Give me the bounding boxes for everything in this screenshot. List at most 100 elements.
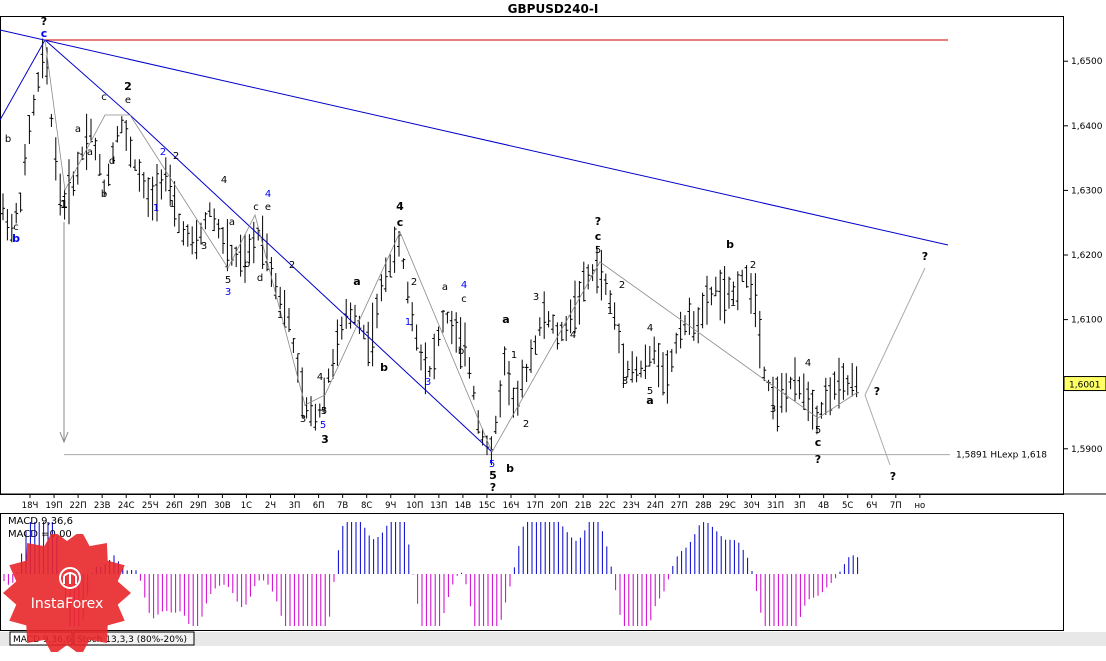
ohlc-bar	[850, 363, 855, 397]
ohlc-bar	[727, 276, 731, 309]
wave-label: c	[13, 222, 19, 233]
chart-title: GBPUSD240-I	[508, 2, 599, 16]
logo-text: InstaForex	[30, 596, 104, 612]
ohlc-bar	[102, 179, 107, 197]
ohlc-bar	[744, 265, 749, 288]
ohlc-bar	[709, 286, 714, 306]
ohlc-bar	[18, 192, 23, 213]
time-tick-label: 30В	[214, 501, 231, 511]
ohlc-bar	[542, 291, 547, 339]
ohlc-bar	[683, 315, 687, 336]
time-tick-label: но	[914, 501, 925, 511]
ohlc-bar	[203, 212, 208, 230]
ohlc-bar	[23, 143, 27, 176]
price-tick-label: 1,6400	[1071, 122, 1103, 132]
ohlc-bar	[467, 357, 472, 379]
ohlc-bar	[823, 377, 828, 415]
ohlc-bar	[423, 342, 428, 395]
wave-label: b	[12, 232, 20, 245]
wave-label: c	[41, 27, 48, 40]
ohlc-bar	[722, 266, 727, 324]
ohlc-bar	[511, 387, 516, 418]
ohlc-bar	[449, 310, 454, 345]
ohlc-bar	[27, 115, 32, 145]
ohlc-bar	[713, 276, 718, 297]
wave-label: 2	[289, 260, 295, 271]
ohlc-bar	[190, 226, 195, 255]
time-tick-label: 23В	[94, 501, 111, 511]
time-tick-label: 7П	[890, 501, 902, 511]
upper-channel-line	[0, 39, 46, 121]
wave-label: ?	[490, 481, 496, 494]
ohlc-bar	[533, 335, 538, 355]
ohlc-bar	[375, 293, 379, 329]
wave-label: 2	[160, 147, 166, 158]
ohlc-bar	[691, 311, 696, 341]
ohlc-bar	[551, 314, 555, 334]
ohlc-bar	[119, 116, 124, 134]
wave-label: 3	[770, 404, 776, 415]
wave-label: 5	[489, 469, 497, 482]
ohlc-bar	[771, 376, 775, 420]
ohlc-bar	[5, 209, 10, 241]
time-tick-label: 1С	[241, 501, 252, 511]
time-tick-label: 2Ч	[265, 501, 276, 511]
time-tick-label: 13П	[430, 501, 447, 511]
ohlc-bar	[260, 215, 265, 269]
ohlc-bar	[313, 403, 318, 431]
ohlc-bar	[300, 367, 305, 418]
price-tick-label: 1,6500	[1071, 57, 1103, 67]
wave-label: 4	[221, 175, 227, 186]
ohlc-bar	[652, 336, 657, 365]
wave-label: 3	[201, 241, 207, 252]
ohlc-bar	[168, 164, 173, 206]
ohlc-bar	[357, 315, 362, 335]
wave-label: c	[461, 294, 467, 305]
time-tick-label: 20П	[550, 501, 567, 511]
ohlc-bar	[595, 245, 599, 294]
ohlc-bar	[251, 221, 256, 264]
ohlc-bar	[577, 281, 582, 325]
ohlc-bar	[212, 208, 217, 232]
lower-channel-line	[129, 114, 493, 453]
ohlc-bar	[656, 343, 661, 388]
wave-label: c	[815, 436, 822, 449]
wave-label: 3	[425, 377, 431, 388]
wave-label: ?	[922, 250, 928, 263]
wave-label: 4	[265, 189, 271, 200]
ohlc-bar	[643, 344, 648, 379]
wave-label: 1	[511, 350, 517, 361]
ohlc-bar	[705, 275, 709, 325]
ohlc-bar	[58, 173, 63, 216]
ohlc-bar	[146, 177, 151, 217]
ohlc-bar	[832, 371, 837, 400]
ohlc-bar	[749, 273, 753, 314]
projection-arrow-head	[59, 431, 69, 444]
ohlc-bar	[529, 339, 533, 373]
wave-label: b	[5, 134, 11, 145]
ohlc-bar	[476, 410, 481, 434]
time-tick-label: 6П	[313, 501, 325, 511]
wave-label: 2	[173, 151, 179, 162]
price-tick-label: 1,5900	[1071, 445, 1103, 455]
wave-label: 4	[317, 372, 323, 383]
ohlc-bar	[348, 302, 353, 329]
ohlc-bar	[603, 273, 608, 295]
wave-label: 3	[225, 287, 231, 298]
ohlc-bar	[454, 312, 459, 353]
wave-label: 1	[405, 317, 411, 328]
time-tick-label: 6Ч	[866, 501, 877, 511]
ohlc-bar	[735, 271, 740, 311]
wave-label: c	[397, 216, 404, 229]
ohlc-bar	[507, 360, 511, 406]
ohlc-bar	[493, 415, 498, 435]
ohlc-bar	[331, 348, 335, 380]
projection-up-line	[864, 267, 926, 396]
wave-label: a	[87, 147, 93, 158]
ohlc-bar	[111, 142, 115, 164]
wave-label: a	[353, 275, 360, 288]
ohlc-bar	[537, 317, 542, 336]
wave-label: 3	[321, 433, 329, 446]
long-trendline	[0, 29, 949, 246]
price-bars	[1, 38, 859, 465]
